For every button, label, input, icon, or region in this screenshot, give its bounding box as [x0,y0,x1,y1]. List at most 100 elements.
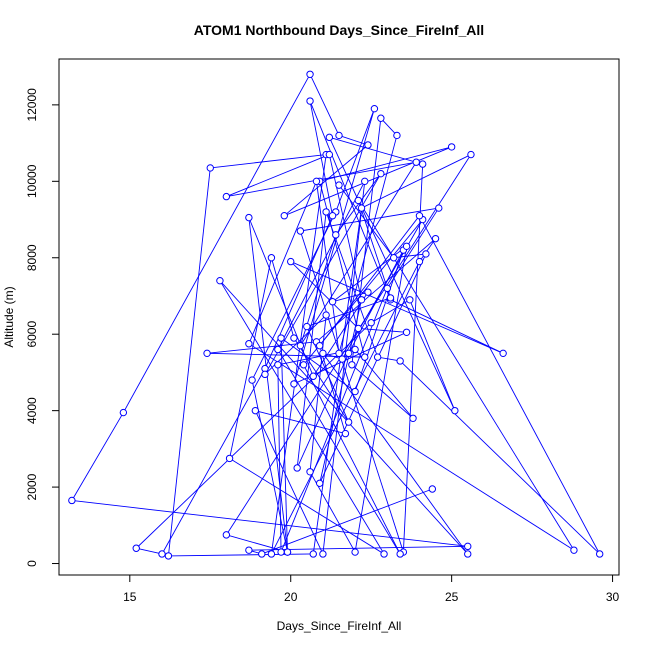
data-point [373,353,382,361]
data-point [415,212,424,220]
series-segment [219,280,385,555]
series-segment [329,136,423,165]
data-point [464,550,472,558]
chart-title: ATOM1 Northbound Days_Since_FireInf_All [194,22,484,38]
series-segment [380,117,398,136]
data-point [322,208,330,216]
data-point [396,550,404,558]
data-point [570,546,578,554]
data-point [306,70,314,78]
data-point [364,141,372,149]
y-axis: 0 2000 4000 6000 8000 10000 12000 [25,88,60,567]
data-point [312,177,321,186]
series-segment [136,547,163,555]
data-point [277,334,285,342]
y-tick-label: 6000 [25,321,39,348]
data-point [251,406,260,415]
data-point [322,311,330,319]
data-point [277,548,285,556]
y-axis-label: Altitude (m) [2,286,16,347]
series-segment [335,108,375,213]
series-segment [390,299,504,354]
series-segment [299,161,417,346]
series-segment [348,249,404,354]
x-tick-label: 20 [284,590,298,604]
series-segment [312,291,369,377]
data-point [309,550,317,558]
series-segment [71,412,124,501]
series-segment [226,154,330,198]
series-segment [277,364,282,553]
series-segment [409,299,456,411]
series-segment [358,328,407,333]
data-point [344,349,353,358]
data-point [402,242,411,250]
series-segment [309,315,327,472]
data-point [325,150,334,159]
series-segment [377,356,401,362]
series-segment [210,154,327,169]
data-point [367,319,375,327]
data-point [431,234,440,243]
data-point [245,213,253,222]
x-axis: 15 20 25 30 [123,574,620,604]
data-point [293,464,301,472]
series-segment [419,215,601,555]
series-segment [248,217,288,553]
data-point [341,429,350,438]
y-tick-label: 8000 [25,244,39,271]
data-point [267,254,276,262]
data-point [290,334,298,342]
data-point [335,181,343,189]
data-point [354,196,363,205]
series-segment [316,181,340,354]
series-segment [319,299,362,484]
series-segment [283,144,369,217]
series-segment [354,246,408,553]
data-point [344,418,353,426]
data-point [428,485,437,493]
series-segment [248,217,314,377]
data-point [335,131,343,140]
data-point [338,355,346,363]
data-point [386,294,395,302]
data-point [315,341,324,350]
series-segment [354,249,404,392]
data-point [216,276,224,285]
data-point [351,387,359,396]
data-point [402,328,411,336]
x-axis-label: Days_Since_FireInf_All [277,619,402,633]
data-point [361,353,369,361]
data-point [451,406,459,415]
data-point [328,212,337,220]
data-point [274,345,282,354]
data-point [261,370,269,379]
series-segment [296,211,327,469]
series-segment [399,360,601,555]
data-point [132,544,140,552]
data-point [303,322,311,331]
data-point [258,550,266,558]
series-segment [161,368,266,555]
y-tick-label: 10000 [25,164,39,198]
series-segment [293,108,375,385]
data-point [409,414,417,422]
series-segment [122,74,311,413]
data-point [332,231,340,239]
series-segment [135,322,372,549]
series-segment [303,364,401,555]
series-segment [322,181,366,555]
data-point [222,531,231,539]
series-segment [280,338,288,553]
data-point [203,349,211,358]
series-segment [271,261,420,555]
series-segment [328,154,362,300]
y-tick-label: 0 [25,560,39,567]
data-point [357,296,366,304]
x-tick-label: 30 [606,590,620,604]
series-segment [419,238,436,262]
data-point [364,288,372,296]
series-segment [167,167,211,556]
series-segment [312,208,362,555]
data-point [412,158,420,166]
